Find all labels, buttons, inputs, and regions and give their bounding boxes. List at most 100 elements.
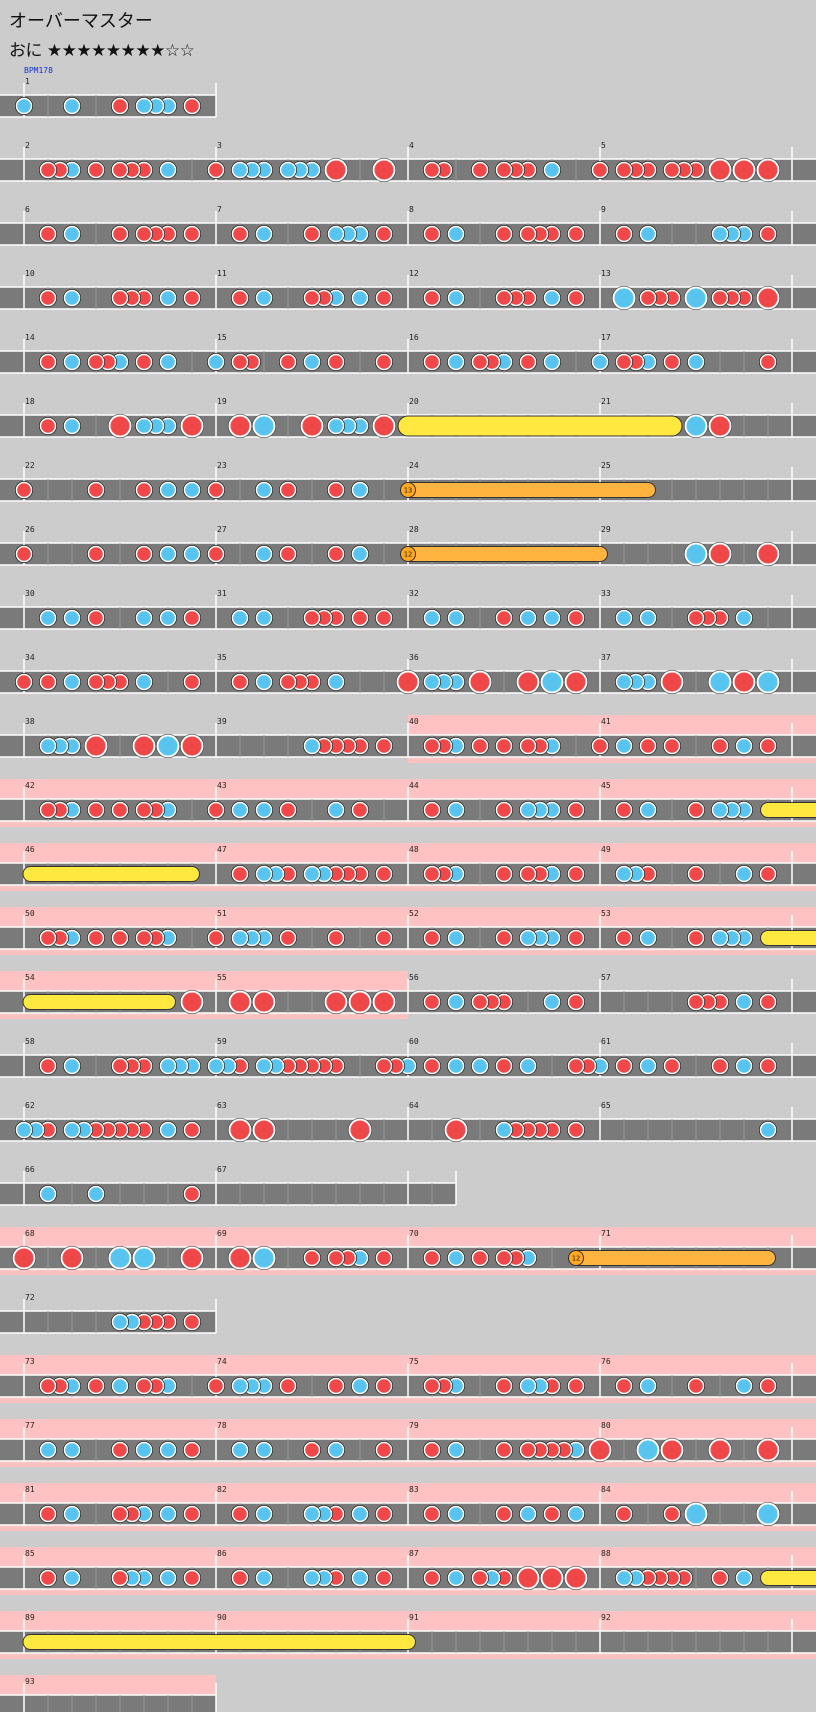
ka-note: [15, 97, 33, 115]
big-don-note: [180, 990, 204, 1014]
measure-number: 74: [217, 1357, 227, 1366]
don-note: [423, 929, 441, 947]
don-note: [279, 929, 297, 947]
don-note: [87, 353, 105, 371]
star-rating: ★★★★★★★★☆☆: [46, 41, 195, 61]
drumroll-note: [22, 866, 200, 882]
ka-note: [519, 801, 537, 819]
big-don-note: [588, 1438, 612, 1462]
don-note: [327, 545, 345, 563]
measure-number: 37: [601, 653, 611, 662]
don-note: [495, 1441, 513, 1459]
don-note: [279, 353, 297, 371]
measure-number: 25: [601, 461, 611, 470]
don-note: [231, 1569, 249, 1587]
don-note: [471, 1569, 489, 1587]
measure-number: 31: [217, 589, 227, 598]
measure-number: 56: [409, 973, 419, 982]
big-don-note: [660, 670, 684, 694]
don-note: [39, 289, 57, 307]
ka-note: [159, 353, 177, 371]
measure-number: 35: [217, 653, 227, 662]
big-ka-note: [108, 1246, 132, 1270]
don-note: [519, 1441, 537, 1459]
ka-note: [711, 801, 729, 819]
measure-number: 9: [601, 205, 606, 214]
don-note: [39, 1057, 57, 1075]
ka-note: [519, 609, 537, 627]
don-note: [711, 289, 729, 307]
ka-note: [255, 545, 273, 563]
ka-note: [255, 225, 273, 243]
ka-note: [615, 673, 633, 691]
measure-number: 10: [25, 269, 35, 278]
measure-number: 50: [25, 909, 35, 918]
measure-number: 23: [217, 461, 227, 470]
ka-note: [231, 161, 249, 179]
ka-note: [183, 545, 201, 563]
don-note: [207, 1377, 225, 1395]
measure-number: 14: [25, 333, 35, 342]
don-note: [567, 609, 585, 627]
don-note: [567, 801, 585, 819]
drumroll-note: [760, 1570, 816, 1586]
don-note: [567, 993, 585, 1011]
big-ka-note: [684, 1502, 708, 1526]
don-note: [567, 289, 585, 307]
don-note: [279, 801, 297, 819]
ka-note: [567, 1505, 585, 1523]
ka-note: [159, 545, 177, 563]
measure-number: 28: [409, 525, 419, 534]
balloon-hit-count: 12: [404, 551, 412, 559]
ka-note: [231, 1377, 249, 1395]
measure-number: 40: [409, 717, 419, 726]
ka-note: [423, 673, 441, 691]
ka-note: [327, 417, 345, 435]
don-note: [231, 865, 249, 883]
big-don-note: [708, 158, 732, 182]
don-note: [759, 353, 777, 371]
measure-number: 34: [25, 653, 35, 662]
ka-note: [735, 865, 753, 883]
don-note: [303, 609, 321, 627]
don-note: [231, 1505, 249, 1523]
big-ka-note: [684, 542, 708, 566]
don-note: [471, 161, 489, 179]
big-don-note: [756, 542, 780, 566]
ka-note: [63, 97, 81, 115]
don-note: [687, 993, 705, 1011]
don-note: [207, 481, 225, 499]
ka-note: [327, 1441, 345, 1459]
don-note: [87, 481, 105, 499]
ka-note: [543, 289, 561, 307]
ka-note: [447, 929, 465, 947]
big-don-note: [708, 1438, 732, 1462]
big-don-note: [324, 158, 348, 182]
don-note: [567, 1121, 585, 1139]
ka-note: [303, 737, 321, 755]
don-note: [591, 161, 609, 179]
don-note: [759, 993, 777, 1011]
don-note: [495, 225, 513, 243]
ka-note: [63, 1505, 81, 1523]
don-note: [759, 737, 777, 755]
ka-note: [447, 225, 465, 243]
measure-number: 21: [601, 397, 611, 406]
don-note: [759, 865, 777, 883]
big-don-note: [228, 990, 252, 1014]
don-note: [111, 1505, 129, 1523]
don-note: [351, 609, 369, 627]
measure-number: 39: [217, 717, 227, 726]
measure-number: 86: [217, 1549, 227, 1558]
measure-number: 17: [601, 333, 611, 342]
don-note: [615, 1057, 633, 1075]
big-don-note: [108, 414, 132, 438]
big-ka-note: [612, 286, 636, 310]
measure-number: 49: [601, 845, 611, 854]
measure-number: 48: [409, 845, 419, 854]
measure-number: 29: [601, 525, 611, 534]
measure-number: 43: [217, 781, 227, 790]
ka-note: [111, 1313, 129, 1331]
don-note: [327, 353, 345, 371]
don-note: [423, 801, 441, 819]
